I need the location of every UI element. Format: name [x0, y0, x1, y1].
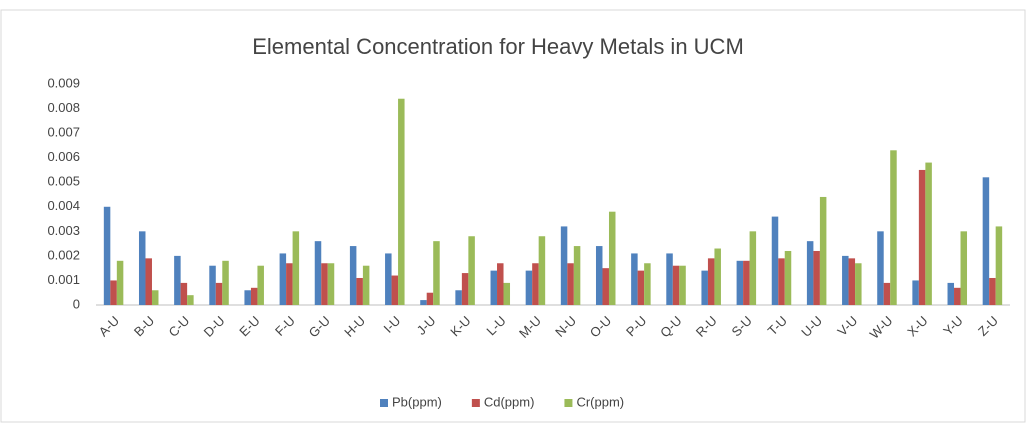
bar: [116, 260, 124, 305]
bar: [151, 290, 159, 305]
legend-label: Cr(ppm): [576, 394, 624, 409]
bar: [989, 277, 996, 305]
bar: [420, 300, 427, 305]
bar: [145, 258, 152, 305]
bar: [103, 206, 111, 305]
y-tick-label: 0.001: [47, 272, 80, 287]
y-tick-label: 0: [73, 296, 80, 311]
bar: [995, 226, 1003, 305]
bar: [637, 270, 645, 305]
bar: [842, 255, 849, 305]
bar: [912, 280, 919, 305]
bar: [714, 248, 721, 305]
legend-label: Pb(ppm): [392, 394, 442, 409]
y-tick-label: 0.003: [47, 223, 80, 238]
bar: [644, 263, 651, 305]
bar: [174, 255, 181, 305]
bar: [461, 273, 469, 305]
y-tick-label: 0.009: [47, 75, 80, 90]
bar: [631, 253, 638, 305]
bar: [468, 236, 475, 305]
bar: [736, 260, 744, 305]
bar: [209, 265, 216, 305]
y-tick-label: 0.008: [47, 100, 80, 115]
bar: [784, 250, 792, 305]
bar: [433, 241, 440, 305]
bar: [679, 265, 686, 305]
bar: [426, 292, 434, 305]
bar: [362, 265, 370, 305]
y-tick-label: 0.005: [47, 174, 80, 189]
bar: [806, 241, 814, 305]
legend-label: Cd(ppm): [484, 394, 535, 409]
bar: [314, 241, 322, 305]
bar: [385, 253, 392, 305]
bar: [707, 258, 715, 305]
bar: [490, 270, 498, 305]
bar: [813, 250, 820, 305]
bar: [327, 263, 335, 305]
bar: [538, 236, 546, 305]
bar: [595, 246, 603, 305]
y-tick-label: 0.006: [47, 149, 80, 164]
bar: [215, 282, 223, 305]
bar: [286, 263, 293, 305]
legend-swatch: [564, 399, 573, 407]
bar: [497, 263, 504, 305]
bar: [279, 253, 287, 305]
bar: [608, 211, 616, 305]
bar: [877, 231, 884, 305]
bar: [138, 231, 146, 305]
bar: [110, 280, 117, 305]
bar: [222, 260, 229, 305]
bar: [180, 282, 188, 305]
bar: [455, 290, 462, 305]
chart-border: [0, 9, 1026, 423]
bar: [567, 263, 574, 305]
bar: [819, 196, 827, 305]
bar: [187, 295, 194, 305]
bar: [743, 260, 750, 305]
bar: [883, 282, 891, 305]
bar: [250, 287, 258, 305]
bar: [391, 275, 399, 305]
bar: [602, 268, 609, 305]
bar: [701, 270, 708, 305]
bar: [954, 287, 961, 305]
bar: [890, 150, 897, 305]
bar: [503, 282, 511, 305]
bar: [982, 177, 990, 305]
bar: [560, 226, 568, 305]
legend-swatch: [471, 399, 480, 407]
bar: [398, 98, 405, 305]
bar: [573, 246, 581, 305]
bar: [356, 277, 363, 305]
bar: [778, 258, 785, 305]
y-tick-label: 0.004: [47, 198, 80, 213]
bar: [666, 253, 673, 305]
bar: [525, 270, 533, 305]
bar: [321, 263, 328, 305]
bar: [918, 169, 926, 305]
bar: [855, 263, 862, 305]
bar: [672, 265, 680, 305]
bar: [848, 258, 856, 305]
y-tick-label: 0.002: [47, 247, 80, 262]
bar: [244, 290, 251, 305]
bar: [947, 282, 955, 305]
y-tick-label: 0.007: [47, 125, 80, 140]
bar: [532, 263, 539, 305]
bar: [349, 246, 357, 305]
bar: [749, 231, 757, 305]
chart-title: Elemental Concentration for Heavy Metals…: [252, 34, 744, 59]
bar: [925, 162, 932, 305]
bar: [292, 231, 300, 305]
bar: [960, 231, 968, 305]
bar: [771, 216, 779, 305]
bar: [257, 265, 264, 305]
legend-swatch: [380, 399, 388, 407]
